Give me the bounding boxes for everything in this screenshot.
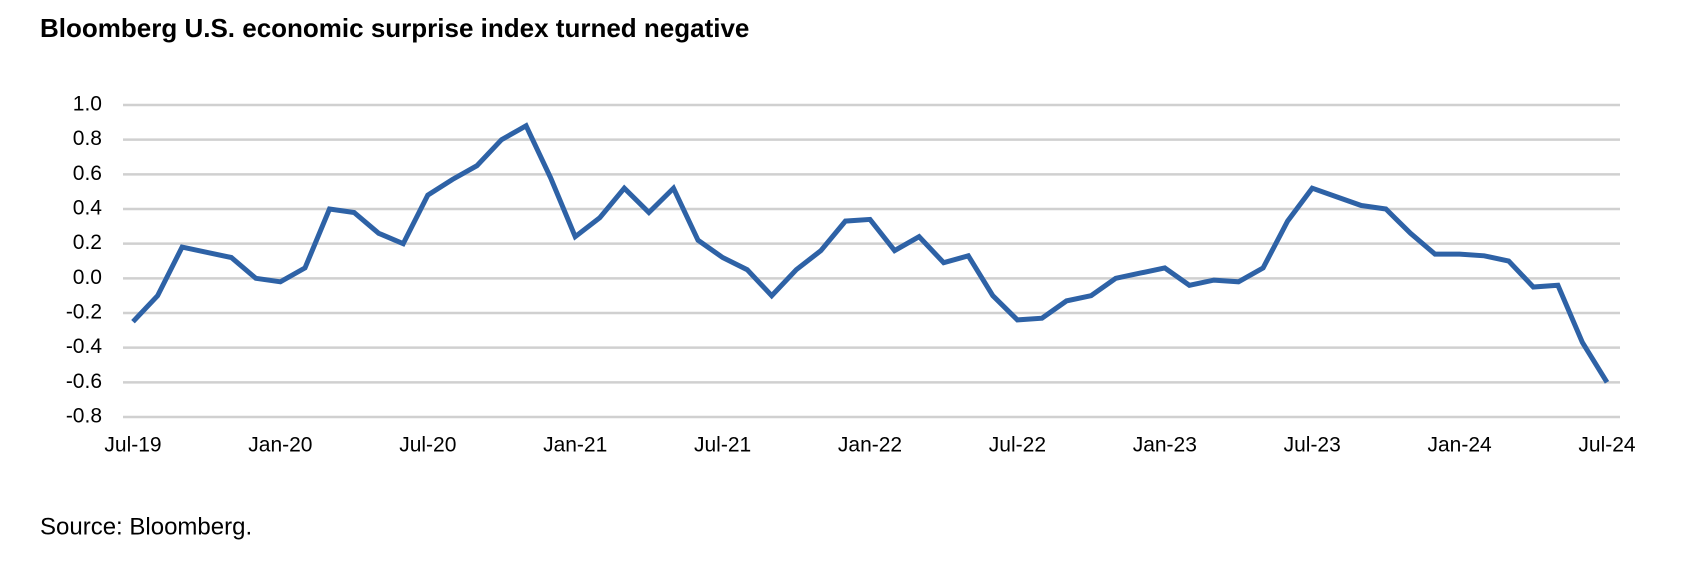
x-tick-label: Jul-22 bbox=[989, 434, 1046, 457]
y-tick-label: -0.8 bbox=[66, 405, 102, 428]
chart-title: Bloomberg U.S. economic surprise index t… bbox=[40, 13, 749, 43]
x-tick-label: Jan-22 bbox=[838, 434, 902, 457]
y-tick-label: -0.6 bbox=[66, 370, 102, 393]
y-tick-label: 0.8 bbox=[73, 127, 102, 150]
x-tick-label: Jan-23 bbox=[1133, 434, 1197, 457]
y-tick-label: -0.2 bbox=[66, 301, 102, 324]
y-tick-label: -0.4 bbox=[66, 335, 103, 358]
data-line bbox=[131, 122, 1610, 384]
y-tick-label: 0.4 bbox=[73, 197, 103, 220]
y-tick-label: 0.2 bbox=[73, 231, 102, 254]
x-tick-label: Jan-21 bbox=[543, 434, 607, 457]
y-tick-label: 0.0 bbox=[73, 266, 102, 289]
x-tick-label: Jul-23 bbox=[1284, 434, 1341, 457]
x-tick-label: Jul-19 bbox=[104, 434, 161, 457]
x-tick-label: Jan-20 bbox=[248, 434, 312, 457]
y-tick-label: 0.6 bbox=[73, 162, 102, 185]
y-tick-label: 1.0 bbox=[73, 93, 102, 116]
source-note: Source: Bloomberg. bbox=[40, 513, 252, 540]
x-tick-label: Jan-24 bbox=[1427, 434, 1492, 457]
x-tick-label: Jul-24 bbox=[1578, 434, 1636, 457]
x-tick-label: Jul-21 bbox=[694, 434, 751, 457]
x-tick-label: Jul-20 bbox=[399, 434, 456, 457]
